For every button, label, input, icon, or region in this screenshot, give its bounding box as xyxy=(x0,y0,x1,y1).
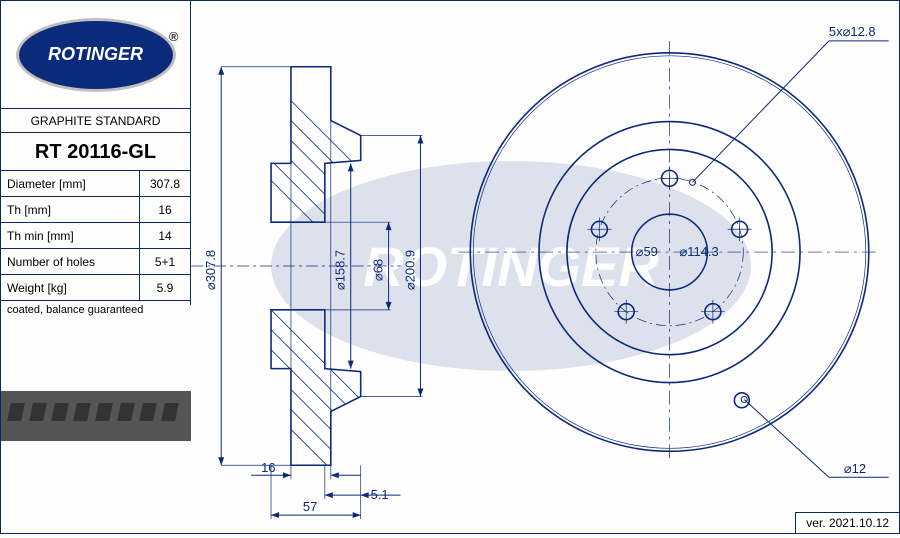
svg-text:⌀307.8: ⌀307.8 xyxy=(203,250,218,290)
brand-logo: ROTINGER xyxy=(16,18,176,92)
section-view xyxy=(261,67,371,509)
callout-bolt-pattern: 5x⌀12.8 xyxy=(689,24,888,185)
spec-key: Weight [kg] xyxy=(1,275,140,300)
dim-bolt-circle: ⌀114.3 xyxy=(679,244,718,259)
spec-key: Th [mm] xyxy=(1,197,140,222)
svg-text:57: 57 xyxy=(303,499,317,514)
version-label: ver. 2021.10.12 xyxy=(795,512,899,533)
dim-center-hole: ⌀59 xyxy=(636,244,658,259)
spec-val: 5+1 xyxy=(140,249,190,274)
part-number: RT 20116-GL xyxy=(1,133,190,171)
spec-row: Diameter [mm]307.8 xyxy=(1,171,190,197)
spec-key: Number of holes xyxy=(1,249,140,274)
spec-row: Th [mm]16 xyxy=(1,197,190,223)
spec-val: 16 xyxy=(140,197,190,222)
svg-text:⌀200.9: ⌀200.9 xyxy=(402,250,417,290)
disc-photo xyxy=(1,391,191,441)
spec-row: Number of holes5+1 xyxy=(1,249,190,275)
technical-drawing: ⌀307.8 ⌀158.7 ⌀68 ⌀200.9 16 xyxy=(191,1,899,533)
spec-val: 307.8 xyxy=(140,171,190,196)
subtitle: GRAPHITE STANDARD xyxy=(1,109,190,133)
footnote: coated, balance guaranteed xyxy=(1,301,190,319)
svg-text:⌀158.7: ⌀158.7 xyxy=(333,250,348,290)
spec-val: 14 xyxy=(140,223,190,248)
svg-text:5.1: 5.1 xyxy=(371,487,389,502)
dim-flange-offset: 5.1 xyxy=(325,465,401,502)
spec-key: Diameter [mm] xyxy=(1,171,140,196)
brand-text: ROTINGER xyxy=(48,44,143,65)
spec-val: 5.9 xyxy=(140,275,190,300)
svg-text:16: 16 xyxy=(261,460,275,475)
svg-text:5x⌀12.8: 5x⌀12.8 xyxy=(829,24,876,39)
callout-balance-hole: ⌀12 xyxy=(741,397,888,478)
spec-row: Weight [kg]5.9 xyxy=(1,275,190,301)
logo-box: ROTINGER xyxy=(1,1,190,109)
spec-panel: ROTINGER GRAPHITE STANDARD RT 20116-GL D… xyxy=(1,1,191,305)
spec-row: Th min [mm]14 xyxy=(1,223,190,249)
svg-text:⌀12: ⌀12 xyxy=(844,461,866,476)
svg-text:⌀68: ⌀68 xyxy=(371,259,386,281)
dim-hat-outer: ⌀158.7 xyxy=(333,163,354,368)
spec-key: Th min [mm] xyxy=(1,223,140,248)
